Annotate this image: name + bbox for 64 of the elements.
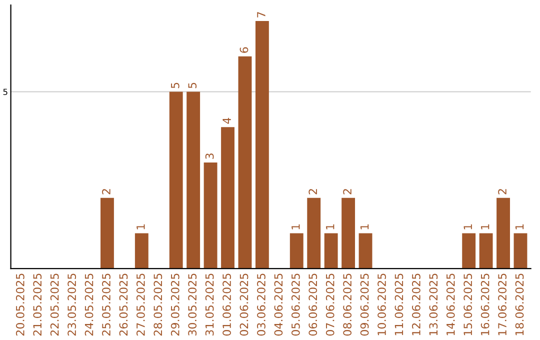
x-tick-label: 28.05.2025	[154, 274, 162, 336]
bar	[100, 198, 114, 269]
bar	[221, 127, 234, 269]
data-label: 1	[136, 224, 145, 230]
data-label: 1	[464, 224, 472, 230]
x-tick-label: 14.06.2025	[446, 274, 455, 336]
bar	[358, 233, 372, 269]
x-tick-label: 04.06.2025	[274, 274, 283, 336]
data-label: 7	[257, 12, 266, 18]
x-tick-label: 27.05.2025	[136, 274, 145, 336]
bar	[514, 233, 528, 269]
data-label: 1	[515, 224, 524, 230]
bar	[496, 198, 510, 269]
x-tick-label: 02.06.2025	[240, 274, 248, 336]
data-label: 2	[308, 189, 317, 194]
x-tick-label: 23.05.2025	[68, 274, 76, 336]
x-tick-label: 30.05.2025	[188, 274, 197, 336]
data-label: 1	[481, 224, 490, 230]
bar	[238, 56, 252, 269]
x-tick-label: 21.05.2025	[33, 274, 42, 336]
x-tick-label: 18.06.2025	[515, 274, 524, 336]
bar	[307, 198, 321, 269]
data-label: 1	[292, 224, 300, 230]
x-tick-label: 09.06.2025	[360, 274, 369, 336]
bar	[324, 233, 338, 269]
data-label: 3	[205, 154, 214, 159]
data-label: 2	[498, 189, 506, 194]
data-label: 5	[171, 82, 180, 88]
data-label: 4	[222, 118, 231, 124]
x-tick-label: 29.05.2025	[170, 274, 180, 336]
data-label: 1	[326, 224, 334, 230]
x-tick-label: 22.05.2025	[50, 274, 59, 336]
x-tick-label: 17.06.2025	[498, 274, 506, 336]
x-tick-label: 24.05.2025	[84, 274, 94, 336]
bar	[169, 92, 183, 269]
bar	[134, 233, 148, 269]
x-tick-label: 10.06.2025	[378, 274, 386, 336]
x-tick-label: 25.05.2025	[102, 274, 110, 336]
x-tick-label: 11.06.2025	[394, 274, 404, 336]
bar	[204, 162, 218, 269]
bar	[342, 198, 356, 269]
bar	[462, 233, 476, 269]
bar	[290, 233, 304, 269]
x-tick-label: 05.06.2025	[291, 274, 300, 336]
x-tick-label: 07.06.2025	[326, 274, 334, 336]
x-tick-label: 08.06.2025	[343, 274, 352, 336]
data-label: 6	[240, 47, 248, 53]
bar	[479, 233, 493, 269]
data-label: 5	[188, 82, 197, 88]
x-tick-label: 26.05.2025	[119, 274, 128, 336]
data-label: 2	[102, 189, 110, 194]
x-tick-label: 31.05.2025	[205, 274, 214, 336]
x-tick-label: 13.06.2025	[429, 274, 438, 336]
x-tick-label: 20.05.2025	[16, 274, 24, 336]
x-tick-label: 01.06.2025	[222, 274, 231, 336]
data-label: 1	[360, 224, 369, 230]
bar	[186, 92, 200, 269]
bar	[255, 21, 269, 269]
x-tick-label: 16.06.2025	[480, 274, 490, 336]
data-label: 2	[343, 189, 352, 194]
x-tick-label: 06.06.2025	[308, 274, 318, 336]
x-tick-label: 12.06.2025	[412, 274, 420, 336]
x-tick-label: 03.06.2025	[257, 274, 266, 336]
x-tick-label: 15.06.2025	[464, 274, 472, 336]
